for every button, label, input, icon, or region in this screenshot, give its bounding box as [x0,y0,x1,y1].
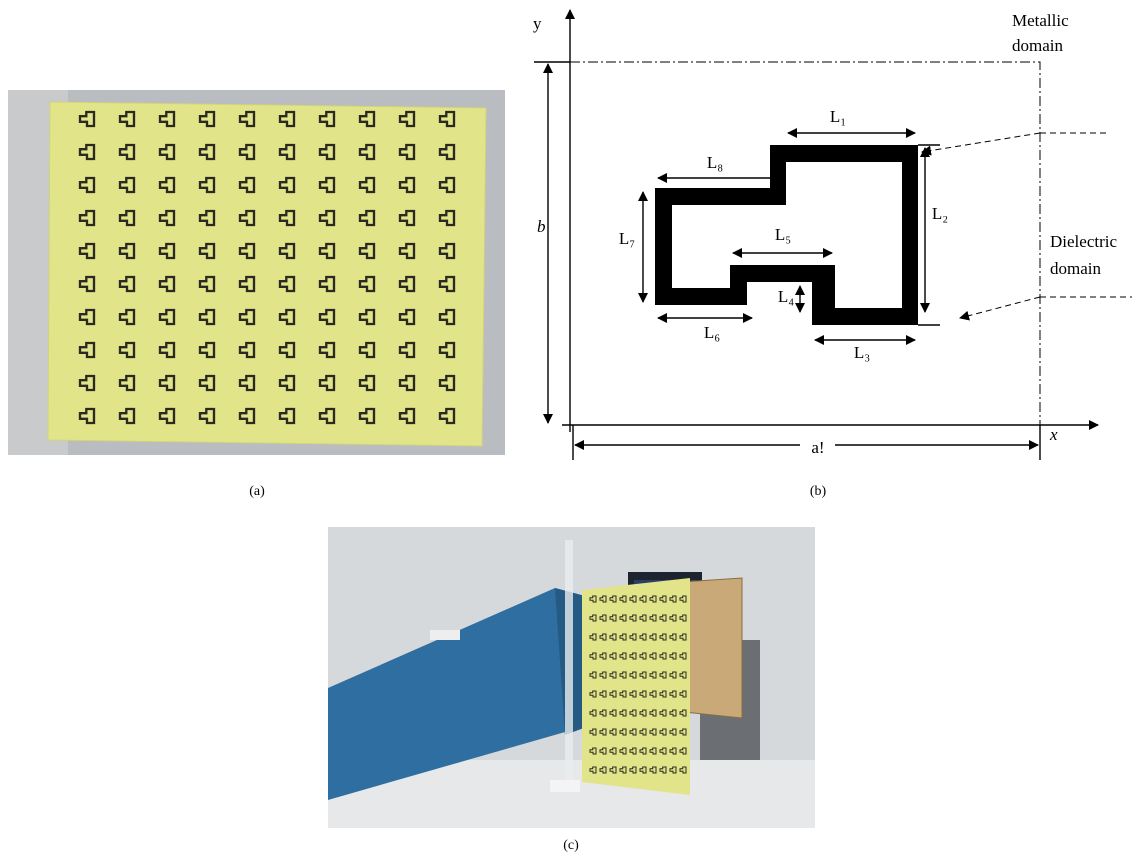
diagram: y x b a! L₁ L₂ L₃ L₄ L₅ L₆ L₇ L₈ Metalli… [533,10,1132,460]
panel-label: (b) [810,484,827,499]
dimension-label: L₄ [778,287,794,306]
dimension-label: L₂ [932,204,948,223]
height-label: b [537,217,546,236]
dimension-label: L₁ [830,107,846,126]
dimension-label: L₅ [775,225,791,244]
page: {"panels": [{"label": "(a)"}, {"label": … [0,0,1148,863]
figure: (a) [0,0,1148,863]
dimension-label: L₆ [704,323,720,342]
axis-label: y [533,14,542,33]
photo-a [8,90,505,455]
annotation: Dielectric [1050,232,1117,251]
dimension-label: L₇ [619,229,635,248]
dimension-label: L₈ [707,153,723,172]
panel-label: (c) [563,838,579,853]
annotation: domain [1050,259,1101,278]
dimension-label: L₃ [854,343,870,362]
annotation: domain [1012,36,1063,55]
leader-line [960,297,1040,318]
width-label: a! [811,438,824,457]
annotation: Metallic [1012,11,1069,30]
axis-label: x [1049,425,1058,444]
unit-cell-border [570,62,1040,425]
leader-line [922,133,1040,152]
photo-c [328,527,815,828]
panel-label: (a) [249,484,265,499]
